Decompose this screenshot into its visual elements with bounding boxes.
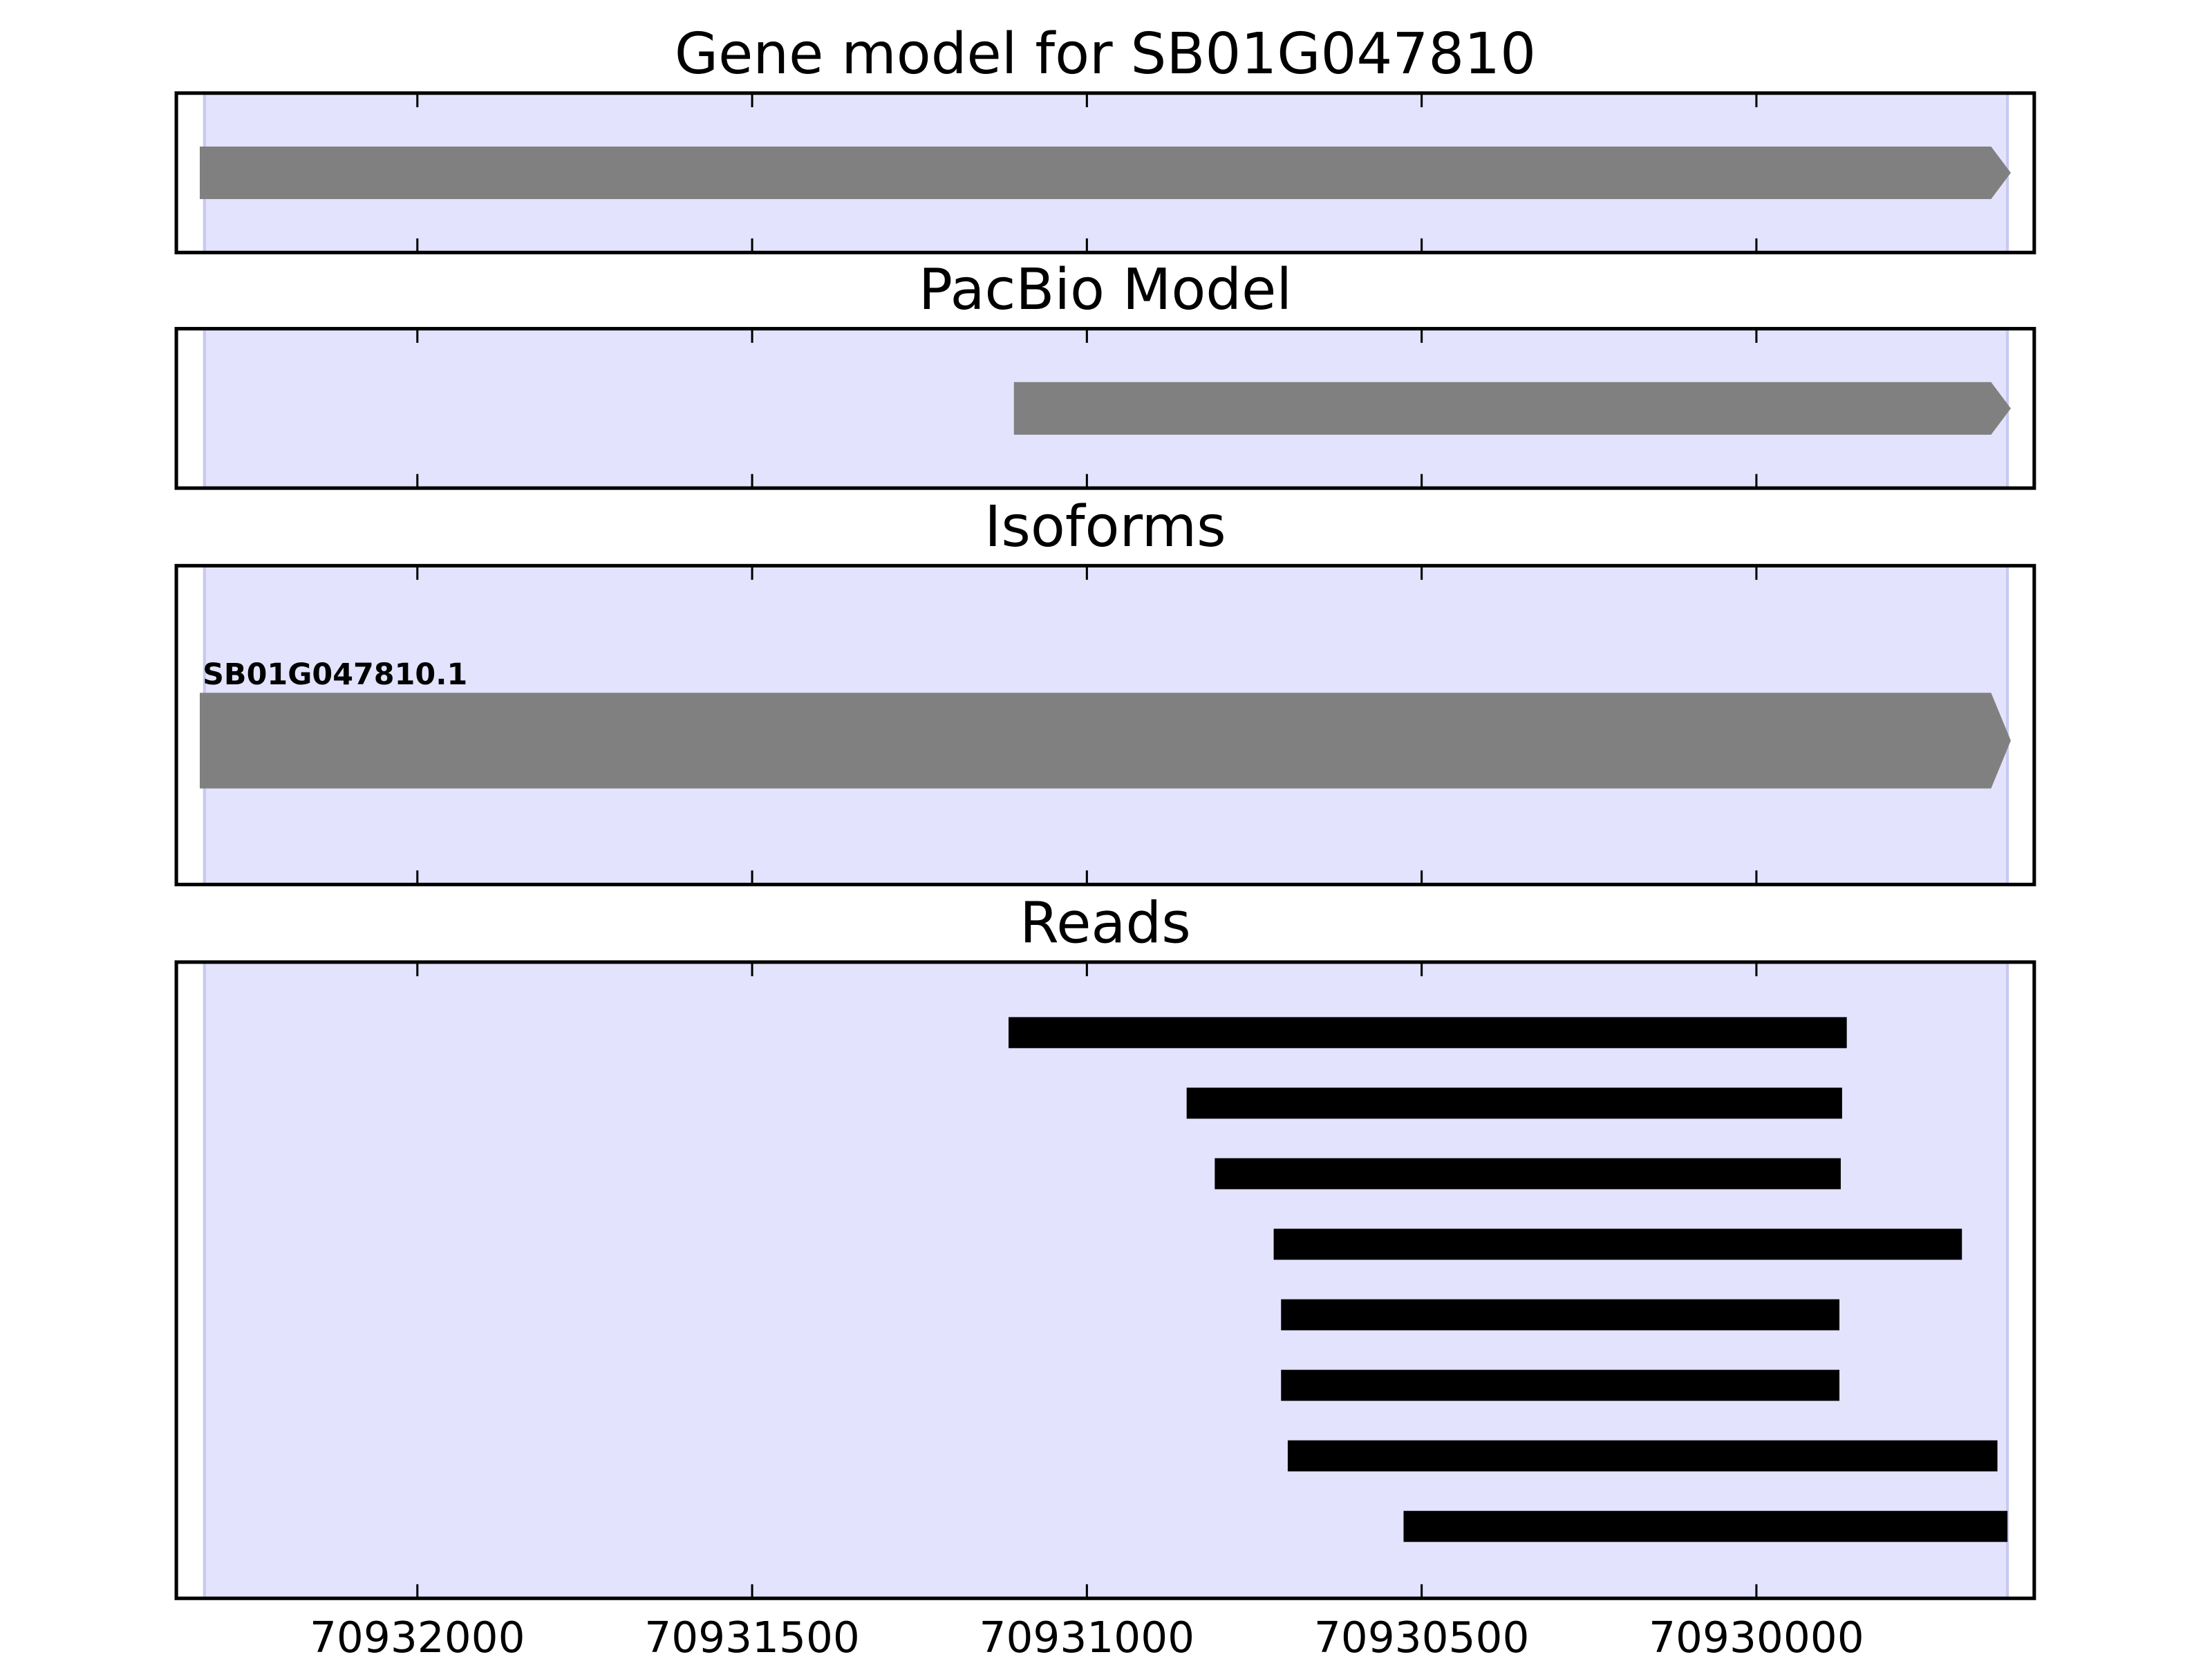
x-tick-label: 70930500 — [1314, 1613, 1530, 1659]
panel-frame — [174, 326, 2036, 490]
x-tick-label: 70931500 — [644, 1613, 860, 1659]
panel-title: Gene model for SB01G047810 — [675, 21, 1536, 87]
x-tick-label: 70931000 — [980, 1613, 1195, 1659]
panel-title: PacBio Model — [919, 257, 1292, 323]
read — [1281, 1369, 1840, 1401]
gene-feature — [1013, 382, 2011, 435]
x-tick-label: 70930000 — [1649, 1613, 1864, 1659]
gene-feature — [200, 146, 2011, 200]
isoform-label: SB01G047810.1 — [203, 657, 467, 692]
shaded-region — [203, 960, 2009, 1600]
read — [1273, 1228, 1962, 1260]
read — [1287, 1440, 1998, 1472]
read — [1186, 1087, 1842, 1119]
read — [1403, 1510, 2008, 1542]
panel-frame — [174, 960, 2036, 1600]
panel-title: Isoforms — [984, 494, 1226, 560]
x-tick-label: 70932000 — [310, 1613, 525, 1659]
panel-title: Reads — [1020, 890, 1191, 956]
gene-feature — [200, 693, 2011, 789]
panel-frame — [174, 563, 2036, 887]
read — [1281, 1299, 1840, 1331]
read — [1215, 1158, 1841, 1190]
read — [1009, 1017, 1847, 1049]
panel-frame — [174, 91, 2036, 254]
